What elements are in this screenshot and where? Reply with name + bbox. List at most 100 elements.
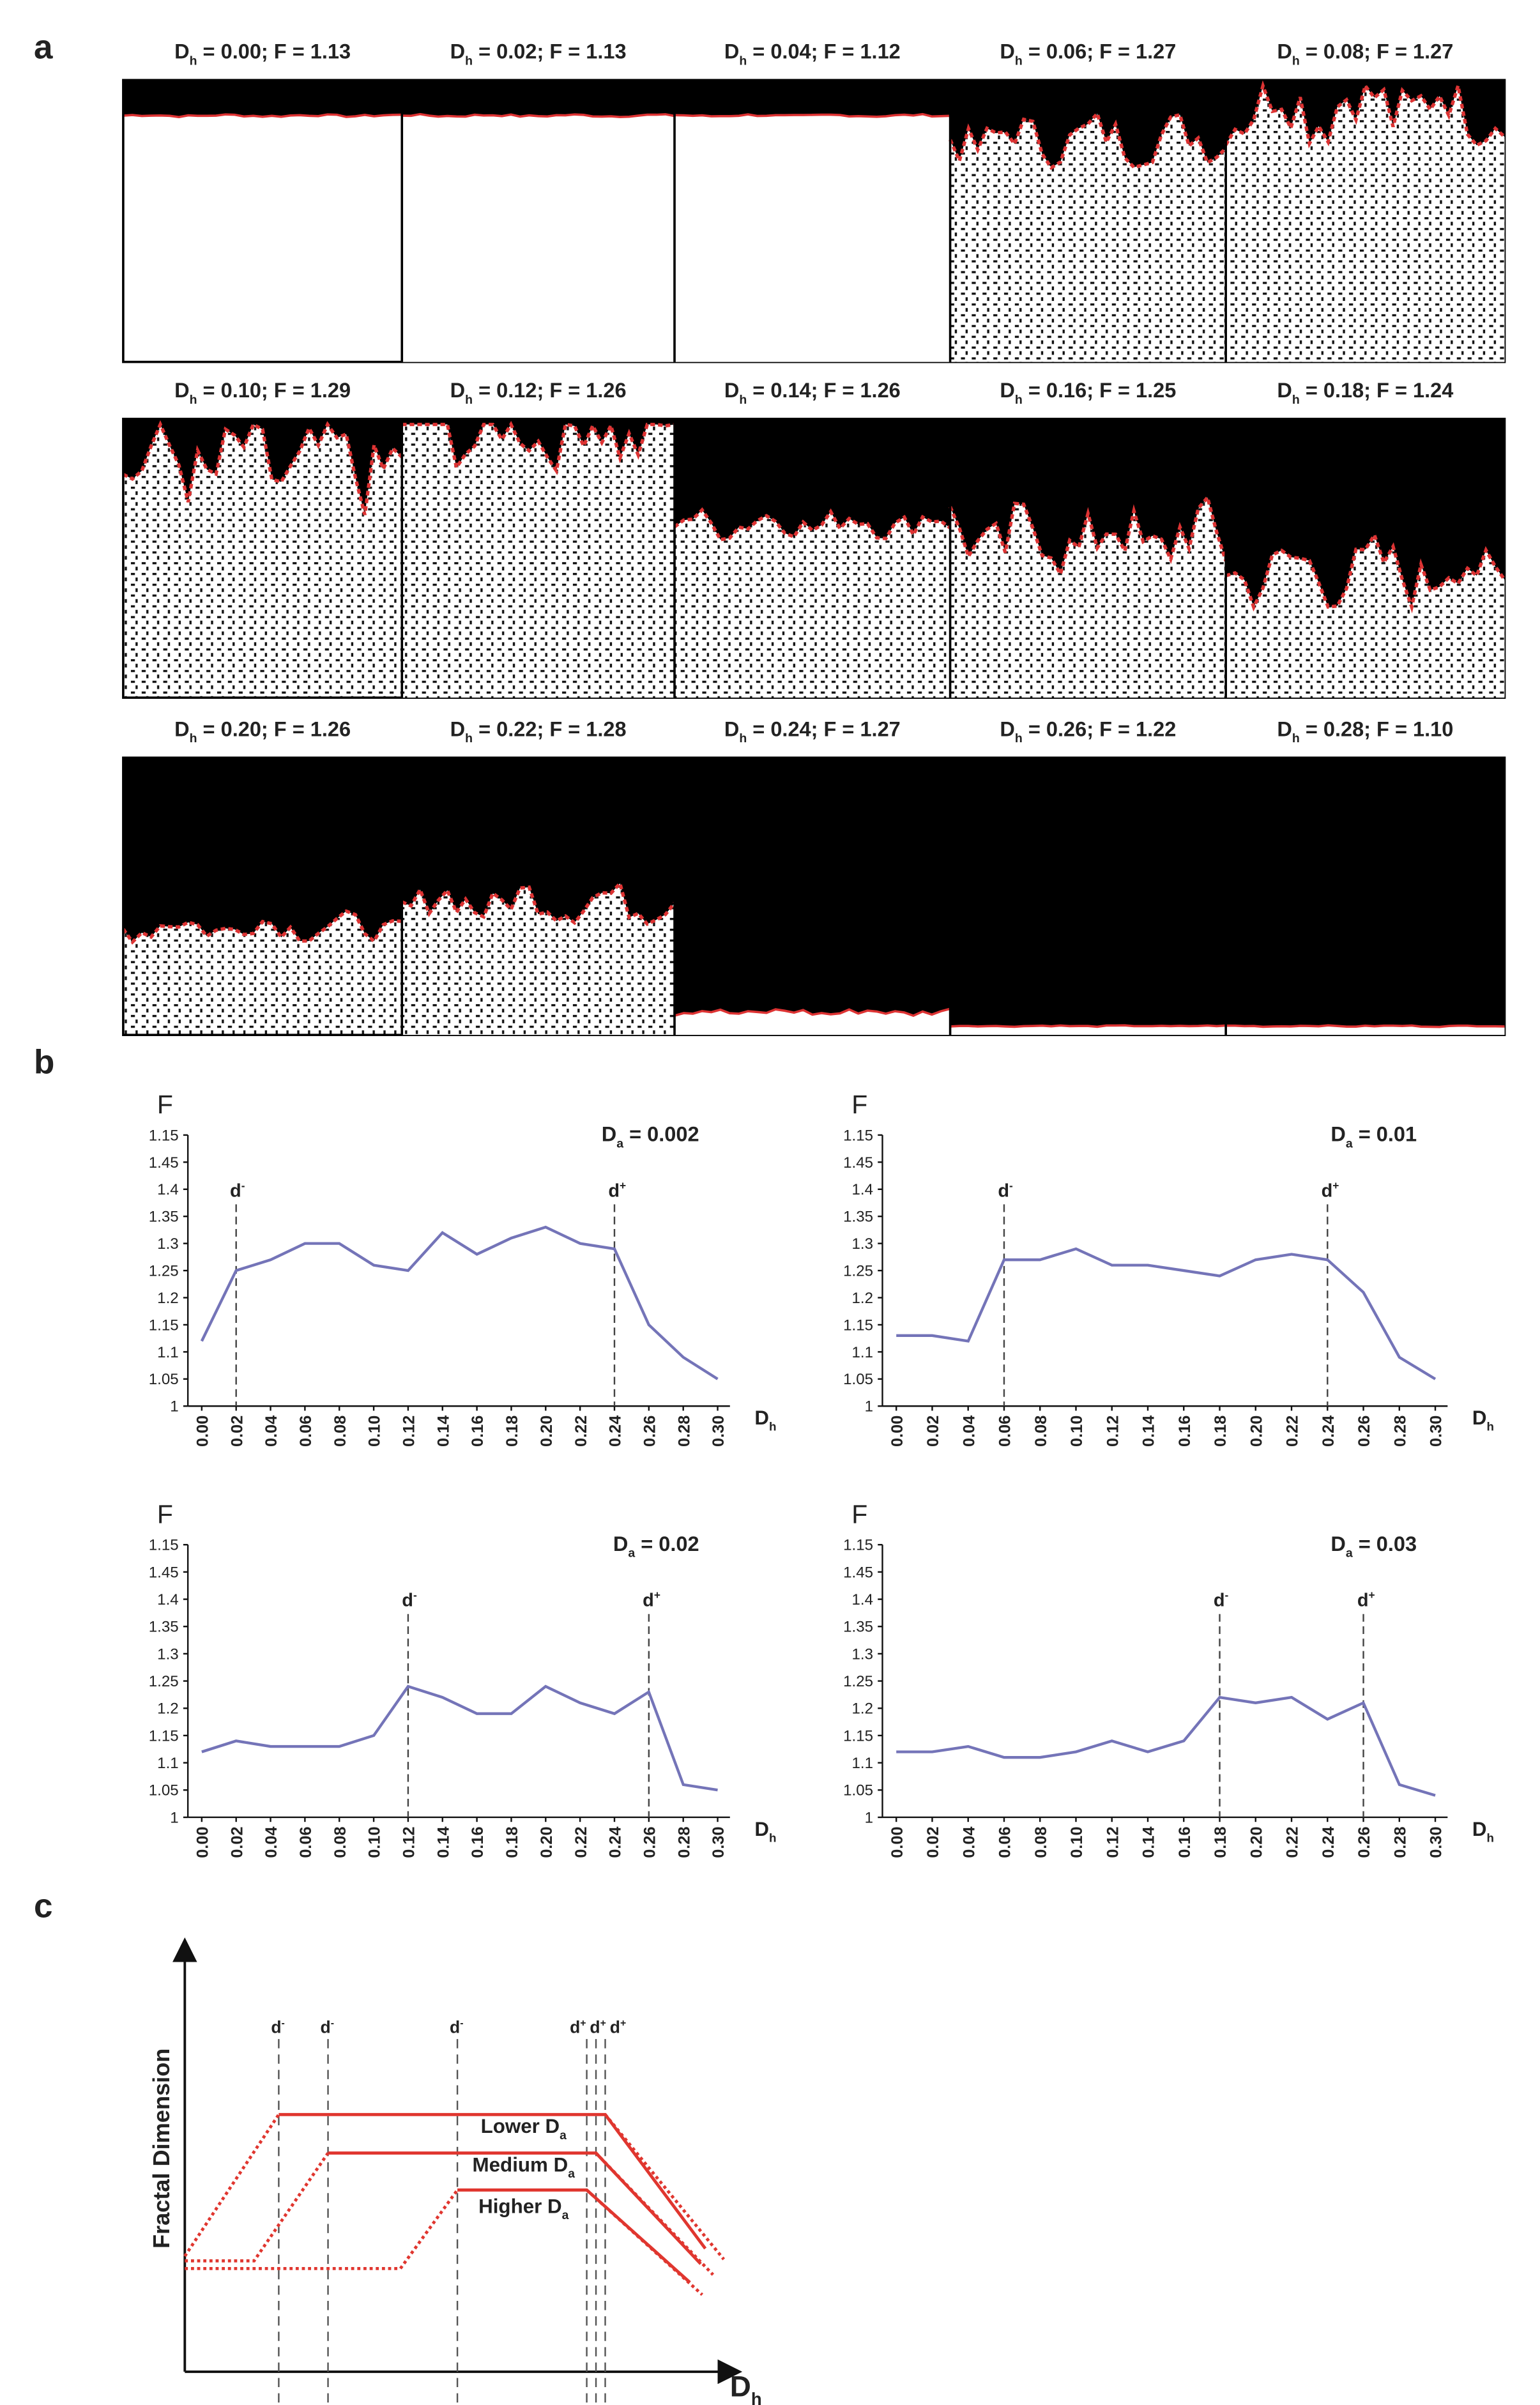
threshold-label: d- bbox=[402, 1589, 417, 1611]
y-tick-label: 1.1 bbox=[852, 1344, 874, 1361]
snapshot-label-main: D bbox=[450, 379, 466, 402]
x-tick-label: 0.02 bbox=[228, 1416, 246, 1447]
annotation-sub: a bbox=[1346, 1136, 1353, 1150]
snapshot-label-rest: = 0.24; F = 1.27 bbox=[747, 717, 901, 740]
y-tick-label: 1.45 bbox=[843, 1564, 873, 1581]
growth-front bbox=[673, 507, 952, 542]
y-tick-label: 1.45 bbox=[149, 1564, 179, 1581]
panel-label: b bbox=[34, 1043, 54, 1081]
threshold-label-sup: - bbox=[1225, 1589, 1229, 1601]
y-tick-label: 1.4 bbox=[852, 1181, 874, 1198]
y-tick-label: 1.2 bbox=[852, 1290, 874, 1307]
snapshot-label-main: D bbox=[450, 40, 466, 63]
y-tick-label: 1.25 bbox=[843, 1263, 873, 1280]
curve-label-sub: a bbox=[568, 2167, 575, 2181]
x-axis-label-main: D bbox=[1472, 1407, 1487, 1429]
snapshot-label-main: D bbox=[1000, 379, 1015, 402]
curve-label-main: Lower D bbox=[481, 2115, 560, 2137]
snapshot-label: Dh = 0.06; F = 1.27 bbox=[1000, 40, 1176, 68]
y-tick-label: 1 bbox=[865, 1398, 873, 1416]
x-tick-label: 0.24 bbox=[1320, 1416, 1338, 1447]
threshold-label-sup: + bbox=[620, 1179, 626, 1192]
x-tick-label: 0.30 bbox=[710, 1416, 728, 1447]
growth-region bbox=[675, 1009, 950, 1035]
snapshot-label-main: D bbox=[174, 40, 190, 63]
x-tick-label: 0.04 bbox=[263, 1826, 280, 1858]
growth-front bbox=[123, 113, 402, 119]
y-axis-label: F bbox=[851, 1499, 867, 1529]
threshold-label: d+ bbox=[1322, 1179, 1339, 1202]
x-tick-label: 0.06 bbox=[297, 1826, 315, 1858]
x-tick-label: 0.00 bbox=[194, 1416, 211, 1447]
x-tick-label: 0.08 bbox=[332, 1826, 349, 1858]
y-tick-label: 1.05 bbox=[149, 1371, 179, 1388]
threshold-label: d+ bbox=[590, 2018, 606, 2037]
threshold-label-sup: - bbox=[1009, 1179, 1013, 1192]
growth-front bbox=[674, 112, 950, 118]
data-line bbox=[201, 1684, 718, 1792]
snapshot-label: Dh = 0.12; F = 1.26 bbox=[450, 379, 627, 407]
snapshot-label-rest: = 0.22; F = 1.28 bbox=[473, 717, 627, 740]
x-tick-label: 0.10 bbox=[1068, 1416, 1086, 1447]
y-tick-label: 1.15 bbox=[149, 1127, 179, 1144]
snapshot-label-rest: = 0.08; F = 1.27 bbox=[1300, 40, 1454, 63]
growth-front bbox=[674, 1007, 951, 1017]
growth-region bbox=[950, 497, 1226, 698]
y-tick-label: 1.3 bbox=[157, 1235, 179, 1253]
curve-extrapolation bbox=[183, 2113, 726, 2261]
x-axis-label-sub: h bbox=[1487, 1420, 1494, 1433]
x-tick-label: 0.12 bbox=[400, 1826, 418, 1858]
x-tick-label: 0.20 bbox=[1247, 1826, 1265, 1858]
snapshot-label-sub: h bbox=[190, 731, 197, 745]
threshold-label: d- bbox=[320, 2018, 334, 2037]
x-tick-label: 0.30 bbox=[1428, 1416, 1445, 1447]
curve-label: Medium Da bbox=[473, 2153, 576, 2181]
annotation-main: D bbox=[613, 1532, 629, 1555]
annotation: Da = 0.03 bbox=[1330, 1532, 1417, 1561]
x-tick-label: 0.06 bbox=[996, 1826, 1014, 1858]
curve-label-main: Medium D bbox=[473, 2153, 568, 2176]
x-tick-label: 0.12 bbox=[400, 1416, 418, 1447]
y-tick-label: 1.25 bbox=[149, 1673, 179, 1690]
growth-region bbox=[402, 424, 675, 698]
growth-front bbox=[949, 494, 1228, 579]
x-tick-label: 0.28 bbox=[1391, 1416, 1409, 1447]
x-axis-label: Dh bbox=[1472, 1407, 1494, 1433]
y-tick-label: 1.2 bbox=[157, 1290, 179, 1307]
y-tick-label: 1.1 bbox=[852, 1755, 874, 1772]
growth-front bbox=[402, 420, 675, 475]
x-tick-label: 0.14 bbox=[434, 1416, 452, 1447]
x-axis-label-main: D bbox=[730, 2370, 751, 2402]
threshold-label-sup: + bbox=[1369, 1589, 1375, 1601]
snapshot-label-sub: h bbox=[465, 54, 473, 68]
x-tick-label: 0.18 bbox=[1212, 1826, 1230, 1858]
x-tick-label: 0.06 bbox=[996, 1416, 1014, 1447]
x-tick-label: 0.12 bbox=[1104, 1826, 1122, 1858]
panel-label: c bbox=[34, 1888, 52, 1925]
y-tick-label: 1.4 bbox=[157, 1181, 179, 1198]
growth-region bbox=[675, 510, 950, 698]
snapshot-label-main: D bbox=[1000, 40, 1015, 63]
growth-region bbox=[123, 424, 402, 698]
growth-front bbox=[122, 420, 404, 515]
y-tick-label: 1.45 bbox=[149, 1154, 179, 1172]
threshold-label-sup: - bbox=[460, 2018, 463, 2029]
x-tick-label: 0.02 bbox=[924, 1826, 942, 1858]
y-tick-label: 1.4 bbox=[852, 1591, 874, 1608]
snapshot-label-sub: h bbox=[465, 731, 473, 745]
snapshot-label: Dh = 0.02; F = 1.13 bbox=[450, 40, 627, 68]
annotation: Da = 0.002 bbox=[602, 1123, 699, 1151]
y-tick-label: 1.4 bbox=[157, 1591, 179, 1608]
x-tick-label: 0.00 bbox=[888, 1416, 906, 1447]
growth-region bbox=[950, 113, 1226, 362]
annotation-rest: = 0.03 bbox=[1353, 1532, 1417, 1555]
snapshot-label-rest: = 0.10; F = 1.29 bbox=[197, 379, 351, 402]
snapshot-label: Dh = 0.00; F = 1.13 bbox=[174, 40, 351, 68]
snapshot-label-sub: h bbox=[190, 393, 197, 407]
snapshot-label: Dh = 0.26; F = 1.22 bbox=[1000, 717, 1176, 745]
x-tick-label: 0.20 bbox=[538, 1826, 556, 1858]
y-tick-label: 1.15 bbox=[149, 1317, 179, 1334]
growth-front bbox=[1226, 1024, 1505, 1028]
y-tick-label: 1.25 bbox=[843, 1673, 873, 1690]
